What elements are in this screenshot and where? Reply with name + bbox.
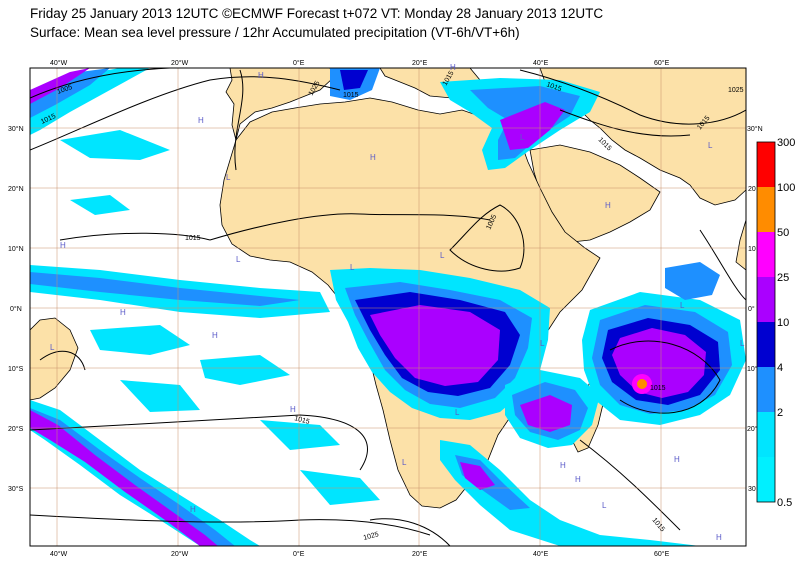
legend-swatch (757, 457, 775, 502)
low-marker: L (680, 301, 685, 310)
low-marker: L (226, 173, 231, 182)
isobar-label: 1015 (185, 235, 201, 242)
top-lon-label: 60°E (654, 59, 670, 67)
right-lat-label: 0° (748, 305, 755, 313)
top-lon-label: 20°E (412, 59, 428, 67)
isobar-label: 1015 (650, 385, 666, 392)
high-marker: H (716, 533, 722, 542)
isobar-label: 1015 (343, 92, 359, 99)
left-lat-label: 20°N (8, 185, 24, 193)
low-marker: L (440, 251, 445, 260)
high-marker: H (290, 405, 296, 414)
high-marker: H (560, 461, 566, 470)
legend-label: 4 (777, 362, 783, 374)
left-lat-label: 30°S (8, 485, 24, 493)
land-south-america-tip (30, 317, 79, 401)
low-marker: L (708, 141, 713, 150)
high-marker: H (120, 308, 126, 317)
legend-swatch (757, 142, 775, 187)
land-europe (225, 68, 334, 142)
pressure-centres: H H H H H H H H H H H L L L L L L L L L … (50, 63, 745, 542)
land-india (735, 219, 746, 271)
low-marker: L (540, 339, 545, 348)
legend-swatch (757, 412, 775, 457)
bottom-lon-label: 20°E (412, 550, 428, 558)
top-lon-label: 0°E (293, 59, 305, 67)
low-marker: L (455, 408, 460, 417)
high-marker: H (198, 116, 204, 125)
low-marker: L (236, 255, 241, 264)
high-marker: H (450, 63, 456, 72)
top-lon-labels: 40°W 20°W 0°E 20°E 40°E 60°E (50, 59, 670, 67)
bottom-lon-labels: 40°W 20°W 0°E 20°E 40°E 60°E (50, 550, 670, 558)
legend-label: 50 (777, 227, 789, 239)
legend-label: 25 (777, 272, 789, 284)
top-lon-label: 20°W (171, 59, 189, 67)
left-lat-label: 20°S (8, 425, 24, 433)
bottom-lon-label: 0°E (293, 550, 305, 558)
isobar-label: 1015 (293, 415, 310, 426)
legend-label: 0.5 (777, 497, 792, 509)
chart-title-line1: Friday 25 January 2013 12UTC ©ECMWF Fore… (30, 6, 604, 21)
bottom-lon-label: 60°E (654, 550, 670, 558)
legend-label: 100 (777, 182, 795, 194)
bottom-lon-label: 40°W (50, 550, 68, 558)
low-marker: L (602, 501, 607, 510)
isobar-label: 1025 (728, 87, 744, 94)
right-lat-labels: 30°N 20 10 0° 10°S 20°S 30 (747, 125, 763, 493)
low-marker: L (740, 339, 745, 348)
low-marker: L (50, 343, 55, 352)
isobar-label: 1025 (363, 531, 380, 542)
high-marker: H (212, 331, 218, 340)
legend-label: 2 (777, 407, 783, 419)
top-lon-label: 40°W (50, 59, 68, 67)
bottom-lon-label: 40°E (533, 550, 549, 558)
right-lat-label: 10°S (747, 365, 763, 373)
legend-frame (756, 141, 776, 503)
legend-swatch (757, 367, 775, 412)
legend-swatch (757, 187, 775, 232)
bottom-lon-label: 20°W (171, 550, 189, 558)
low-marker: L (520, 133, 525, 142)
legend-swatch (757, 232, 775, 277)
chart-title-line2: Surface: Mean sea level pressure / 12hr … (30, 25, 520, 40)
graticule (30, 68, 746, 546)
high-marker: H (605, 201, 611, 210)
high-marker: H (370, 153, 376, 162)
isobar-layer (30, 68, 746, 546)
high-marker: H (258, 71, 264, 80)
legend-swatch (757, 322, 775, 367)
top-lon-label: 40°E (533, 59, 549, 67)
isobar-label: 1015 (545, 81, 562, 93)
precipitation-legend: 300 100 50 25 10 4 2 0.5 (756, 137, 795, 509)
high-marker: H (575, 475, 581, 484)
left-lat-label: 10°N (8, 245, 24, 253)
right-lat-label: 10 (748, 246, 756, 253)
right-lat-label: 20 (748, 186, 756, 193)
precipitation-layer (30, 68, 746, 546)
left-lat-label: 30°N (8, 125, 24, 133)
legend-label: 300 (777, 137, 795, 149)
right-lat-label: 30 (748, 486, 756, 493)
legend-label: 10 (777, 317, 789, 329)
low-marker: L (350, 263, 355, 272)
right-lat-label: 30°N (747, 125, 763, 133)
isobar-label: 1005 (56, 84, 73, 96)
legend-swatch (757, 277, 775, 322)
map-frame (29, 67, 747, 547)
high-marker: H (190, 505, 196, 514)
low-marker: L (402, 458, 407, 467)
left-lat-label: 10°S (8, 365, 24, 373)
high-marker: H (674, 455, 680, 464)
left-lat-labels: 30°N 20°N 10°N 0°N 10°S 20°S 30°S (8, 125, 24, 493)
right-lat-label: 20°S (747, 425, 763, 433)
left-lat-label: 0°N (10, 305, 22, 313)
high-marker: H (60, 241, 66, 250)
